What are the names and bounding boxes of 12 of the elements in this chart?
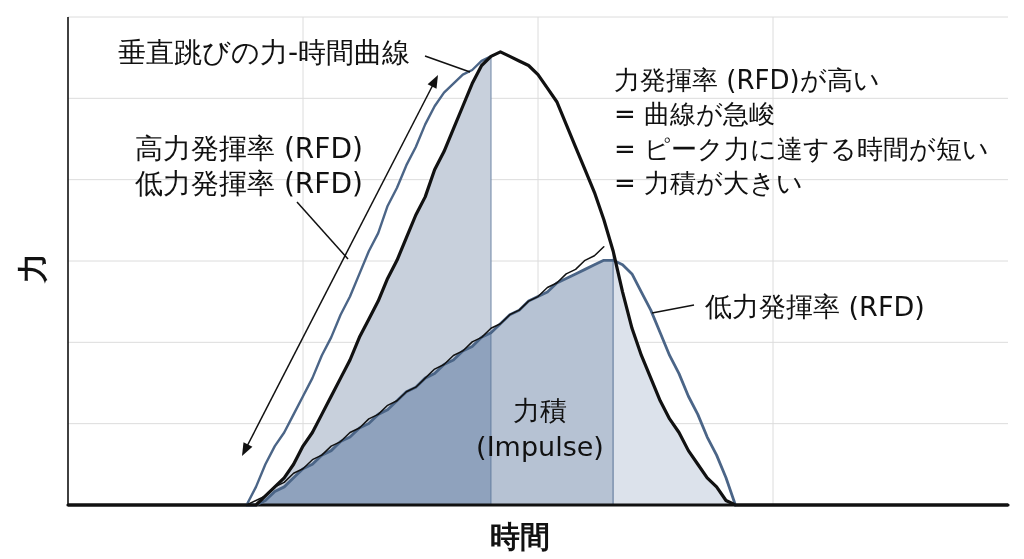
x-axis-title: 時間	[490, 518, 550, 554]
annotation: 高力発揮率 (RFD)	[135, 131, 363, 165]
annotation: (Impulse)	[476, 430, 604, 462]
annotation: 低力発揮率 (RFD)	[135, 166, 363, 200]
annotation: 垂直跳びの力-時間曲線	[118, 35, 411, 69]
annotation: 力発揮率 (RFD)が高い	[614, 65, 880, 95]
annotation: = ピーク力に達する時間が短い	[614, 134, 990, 164]
annotation: = 曲線が急峻	[614, 99, 776, 129]
annotation: = 力積が大きい	[614, 168, 804, 198]
annotation: 力積	[513, 394, 567, 426]
annotation: 低力発揮率 (RFD)	[705, 290, 925, 322]
y-axis-title: 力	[14, 253, 50, 284]
